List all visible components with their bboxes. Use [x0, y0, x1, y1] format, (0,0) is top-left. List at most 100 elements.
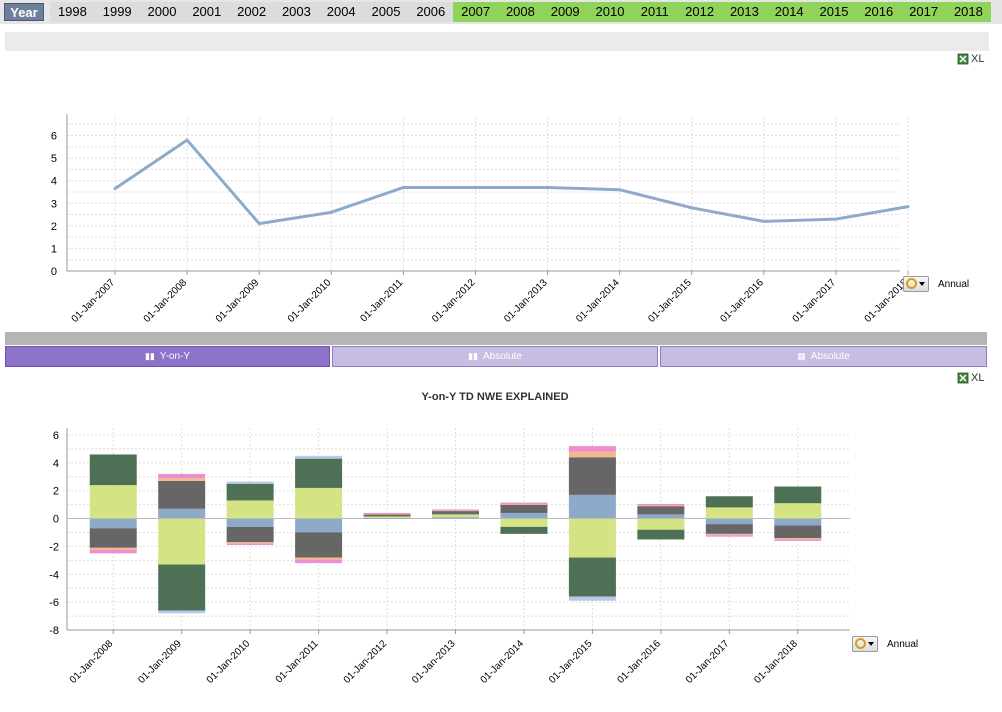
line-chart-cycle-dropdown[interactable]	[903, 276, 929, 292]
year-option-2017[interactable]: 2017	[901, 2, 946, 22]
data-point	[401, 185, 405, 189]
data-point	[329, 210, 333, 214]
data-point	[906, 205, 910, 209]
bar-segment	[295, 487, 343, 519]
bar-segment	[705, 496, 753, 508]
bar-segment	[500, 526, 548, 534]
tab-label: Absolute	[810, 351, 850, 362]
x-tick-label: 01-Jan-2008	[68, 638, 116, 686]
year-option-2011[interactable]: 2011	[632, 2, 678, 22]
x-tick-label: 01-Jan-2017	[684, 638, 732, 686]
series-line	[114, 138, 909, 226]
year-option-1999[interactable]: 1999	[94, 2, 140, 22]
year-option-2018[interactable]: 2018	[946, 2, 991, 22]
bar-segment	[774, 486, 822, 504]
line-chart: 0 1 2 3 4 5 6 01-Jan-2007 01-Jan-2008 01-Jan-2009…	[51, 114, 910, 325]
year-option-2016[interactable]: 2016	[856, 2, 902, 22]
year-option-1998[interactable]: 1998	[50, 2, 95, 22]
bar-segment	[637, 518, 685, 530]
export-excel-button-top[interactable]: XL	[957, 53, 984, 65]
bar-segment	[226, 481, 274, 484]
x-tick-label: 01-Jan-2016	[718, 277, 766, 325]
stacked-bar-chart: -8 -6 -4 -2 0 2 4 6 01-Jan-2008 01-Jan-2009 01-Jan…	[49, 428, 850, 686]
year-option-2001[interactable]: 2001	[184, 2, 230, 22]
year-option-2003[interactable]: 2003	[274, 2, 319, 22]
year-option-2010[interactable]: 2010	[587, 2, 633, 22]
year-filter-label[interactable]: Year	[4, 3, 44, 21]
bar-chart-cycle-dropdown[interactable]	[852, 636, 878, 652]
data-point	[618, 188, 622, 192]
bar-segment	[363, 513, 411, 515]
tab-y-on-y[interactable]: ▮▮ Y-on-Y	[5, 346, 330, 367]
bar-segment	[500, 504, 548, 513]
bar-chart-icon: ▮▮	[144, 351, 155, 361]
tab-label: Y-on-Y	[159, 351, 191, 362]
bar-segment	[774, 525, 822, 539]
bar-segment	[568, 451, 616, 458]
bar-segment	[89, 454, 137, 486]
bar-segment	[432, 510, 479, 512]
export-label: XL	[971, 372, 985, 384]
bar-segment	[568, 518, 616, 558]
bar-segment	[89, 485, 137, 519]
line-chart-period-label: Annual	[938, 279, 970, 290]
bar-segment	[158, 473, 206, 479]
year-option-2007[interactable]: 2007	[453, 2, 498, 22]
x-tick-label: 01-Jan-2015	[646, 277, 694, 325]
x-tick-label: 01-Jan-2013	[410, 638, 458, 686]
bar-segment	[226, 500, 274, 519]
bar-segment	[637, 514, 685, 519]
year-option-2005[interactable]: 2005	[363, 2, 409, 22]
y-tick-label: 2	[51, 221, 57, 233]
bar-segment	[89, 518, 137, 529]
panel-separator	[5, 332, 987, 345]
bar-segment	[637, 505, 685, 507]
bar-segment	[705, 535, 753, 537]
x-tick-label: 01-Jan-2010	[286, 277, 334, 325]
tab-absolute-table[interactable]: ▦ Absolute	[660, 346, 987, 367]
tab-absolute-chart[interactable]: ▮▮ Absolute	[332, 346, 658, 367]
y-tick-label: 6	[51, 131, 57, 143]
bar-segment	[637, 503, 685, 506]
bar-segment	[363, 516, 411, 518]
year-option-2006[interactable]: 2006	[408, 2, 454, 22]
year-option-2014[interactable]: 2014	[766, 2, 812, 22]
x-tick-label: 01-Jan-2011	[274, 638, 321, 685]
year-option-2012[interactable]: 2012	[677, 2, 722, 22]
y-tick-label: -4	[49, 569, 59, 581]
bar-segment	[568, 557, 616, 597]
data-point	[762, 219, 766, 223]
data-point	[113, 187, 117, 191]
year-option-2008[interactable]: 2008	[498, 2, 543, 22]
data-point	[690, 206, 694, 210]
export-excel-button-bottom[interactable]: XL	[957, 372, 984, 384]
x-tick-label: 01-Jan-2015	[547, 638, 595, 686]
x-tick-label: 01-Jan-2018	[752, 638, 800, 686]
bar-segment	[295, 455, 343, 459]
x-tick-label: 01-Jan-2009	[214, 277, 262, 325]
year-option-2002[interactable]: 2002	[229, 2, 274, 22]
x-tick-label: 01-Jan-2007	[70, 277, 118, 325]
x-tick-label: 01-Jan-2008	[142, 277, 190, 325]
year-option-2015[interactable]: 2015	[811, 2, 857, 22]
bar-segment	[89, 528, 137, 548]
bar-segment	[363, 514, 411, 516]
bar-segment	[158, 610, 206, 614]
y-tick-label: 4	[51, 176, 57, 188]
bar-segment	[226, 518, 274, 527]
bar-segment	[363, 515, 411, 517]
bar-segment	[705, 507, 753, 519]
x-tick-label: 01-Jan-2012	[430, 277, 478, 325]
bar-segment	[295, 458, 343, 488]
bar-segment	[774, 539, 822, 541]
cycle-dropdown-icon	[906, 278, 917, 289]
year-option-2004[interactable]: 2004	[318, 2, 364, 22]
bar-segment	[295, 518, 343, 533]
chevron-down-icon	[868, 642, 874, 646]
bar-segment	[774, 503, 822, 519]
year-option-2000[interactable]: 2000	[139, 2, 185, 22]
bar-segment	[500, 502, 548, 504]
year-option-2013[interactable]: 2013	[722, 2, 767, 22]
bar-segment	[158, 518, 206, 565]
year-option-2009[interactable]: 2009	[542, 2, 588, 22]
